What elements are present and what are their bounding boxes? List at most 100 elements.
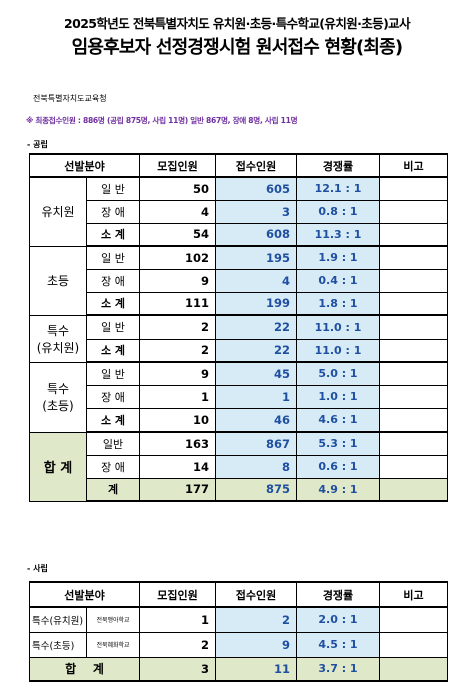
- note-cell: [379, 176, 448, 201]
- applied-cell: 11: [215, 656, 297, 682]
- header-ratio: 경쟁률: [296, 581, 380, 608]
- header-recruit: 모집인원: [139, 581, 216, 608]
- applied-cell: 875: [215, 477, 297, 502]
- title-line2: 임용후보자 선정경쟁시험 원서접수 현황(최종): [71, 37, 404, 58]
- row-type: 계: [86, 477, 140, 502]
- group-label-line2: (초등): [42, 399, 74, 413]
- row-type: 일반: [86, 431, 140, 456]
- recruit-cell: 177: [139, 477, 216, 502]
- ratio-cell: 11.0 : 1: [296, 338, 380, 363]
- ratio-cell: 5.3 : 1: [296, 431, 380, 456]
- applied-cell: 2: [215, 606, 297, 633]
- row-type: 장 애: [86, 384, 140, 409]
- recruit-cell: 2: [139, 338, 216, 363]
- recruit-cell: 111: [139, 291, 216, 316]
- note-cell: [379, 338, 448, 363]
- ratio-cell: 4.9 : 1: [296, 477, 380, 502]
- note-cell: [379, 245, 448, 270]
- applied-cell: 605: [215, 176, 297, 201]
- field-cell: 특수(초등): [29, 631, 87, 658]
- applied-cell: 867: [215, 431, 297, 456]
- row-type: 소 계: [86, 222, 140, 247]
- applied-cell: 4: [215, 268, 297, 293]
- recruit-cell: 9: [139, 361, 216, 386]
- note-cell: [379, 268, 448, 293]
- note-cell: [379, 606, 448, 633]
- recruit-cell: 3: [139, 656, 216, 682]
- ratio-cell: 12.1 : 1: [296, 176, 380, 201]
- group-label-line2: (유치원): [36, 340, 80, 355]
- recruit-cell: 50: [139, 176, 216, 201]
- row-type: 소 계: [86, 407, 140, 433]
- ratio-cell: 0.6 : 1: [296, 454, 380, 479]
- ratio-cell: 0.8 : 1: [296, 199, 380, 224]
- group-special-elementary: 특수 (초등): [29, 361, 87, 433]
- header-applied: 접수인원: [215, 153, 297, 178]
- ratio-cell: 11.3 : 1: [296, 222, 380, 247]
- section-label-private: - 사립: [27, 564, 48, 573]
- group-special-kindergarten: 특수 (유치원): [29, 314, 87, 363]
- ratio-cell: 1.8 : 1: [296, 291, 380, 316]
- title-line1: 2025학년도 전북특별자치도 유치원·초등·특수학교(유치원·초등)교사: [64, 16, 411, 31]
- row-type: 소 계: [86, 291, 140, 316]
- note-cell: [379, 407, 448, 433]
- row-type: 장 애: [86, 199, 140, 224]
- recruit-cell: 1: [139, 606, 216, 633]
- note-cell: [379, 314, 448, 340]
- applied-cell: 9: [215, 631, 297, 658]
- ratio-cell: 4.5 : 1: [296, 631, 380, 658]
- note-cell: [379, 656, 448, 682]
- recruit-cell: 1: [139, 384, 216, 409]
- applied-cell: 195: [215, 245, 297, 270]
- note-cell: [379, 454, 448, 479]
- private-total-label: 합 계: [29, 656, 140, 682]
- recruit-cell: 2: [139, 631, 216, 658]
- applied-cell: 45: [215, 361, 297, 386]
- header-field: 선발분야: [29, 581, 140, 608]
- public-table: 선발분야 모집인원 접수인원 경쟁률 비고 유치원 일 반 50 605 12.…: [29, 153, 448, 502]
- note-cell: [379, 431, 448, 456]
- group-label-line1: 특수: [46, 382, 70, 396]
- row-type: 장 애: [86, 268, 140, 293]
- group-kindergarten: 유치원: [29, 176, 87, 247]
- header-field: 선발분야: [29, 153, 140, 178]
- recruit-cell: 102: [139, 245, 216, 270]
- header-ratio: 경쟁률: [296, 153, 380, 178]
- group-total: 합 계: [29, 431, 87, 502]
- header-recruit: 모집인원: [139, 153, 216, 178]
- note-cell: [379, 631, 448, 658]
- ratio-cell: 1.0 : 1: [296, 384, 380, 409]
- field-cell: 특수(유치원): [29, 606, 87, 633]
- header-note: 비고: [379, 581, 448, 608]
- row-type: 일 반: [86, 314, 140, 340]
- row-type: 장 애: [86, 454, 140, 479]
- ratio-cell: 2.0 : 1: [296, 606, 380, 633]
- note-cell: [379, 199, 448, 224]
- header-applied: 접수인원: [215, 581, 297, 608]
- header-note: 비고: [379, 153, 448, 178]
- row-type: 일 반: [86, 361, 140, 386]
- note-cell: [379, 361, 448, 386]
- applied-cell: 608: [215, 222, 297, 247]
- note-cell: [379, 222, 448, 247]
- recruit-cell: 163: [139, 431, 216, 456]
- applied-cell: 46: [215, 407, 297, 433]
- private-table: 선발분야 모집인원 접수인원 경쟁률 비고 특수(유치원) 전북맹아학교 1 2…: [29, 581, 448, 682]
- applied-cell: 22: [215, 338, 297, 363]
- note-cell: [379, 291, 448, 316]
- ratio-cell: 11.0 : 1: [296, 314, 380, 340]
- section-label-public: - 공립: [27, 140, 48, 149]
- applied-cell: 22: [215, 314, 297, 340]
- school-cell: 전북맹아학교: [86, 606, 140, 633]
- applied-cell: 199: [215, 291, 297, 316]
- group-elementary: 초등: [29, 245, 87, 316]
- recruit-cell: 2: [139, 314, 216, 340]
- ratio-cell: 5.0 : 1: [296, 361, 380, 386]
- row-type: 소 계: [86, 338, 140, 363]
- recruit-cell: 54: [139, 222, 216, 247]
- note-cell: [379, 477, 448, 502]
- ratio-cell: 3.7 : 1: [296, 656, 380, 682]
- note-cell: [379, 384, 448, 409]
- school-cell: 전북혜화학교: [86, 631, 140, 658]
- recruit-cell: 9: [139, 268, 216, 293]
